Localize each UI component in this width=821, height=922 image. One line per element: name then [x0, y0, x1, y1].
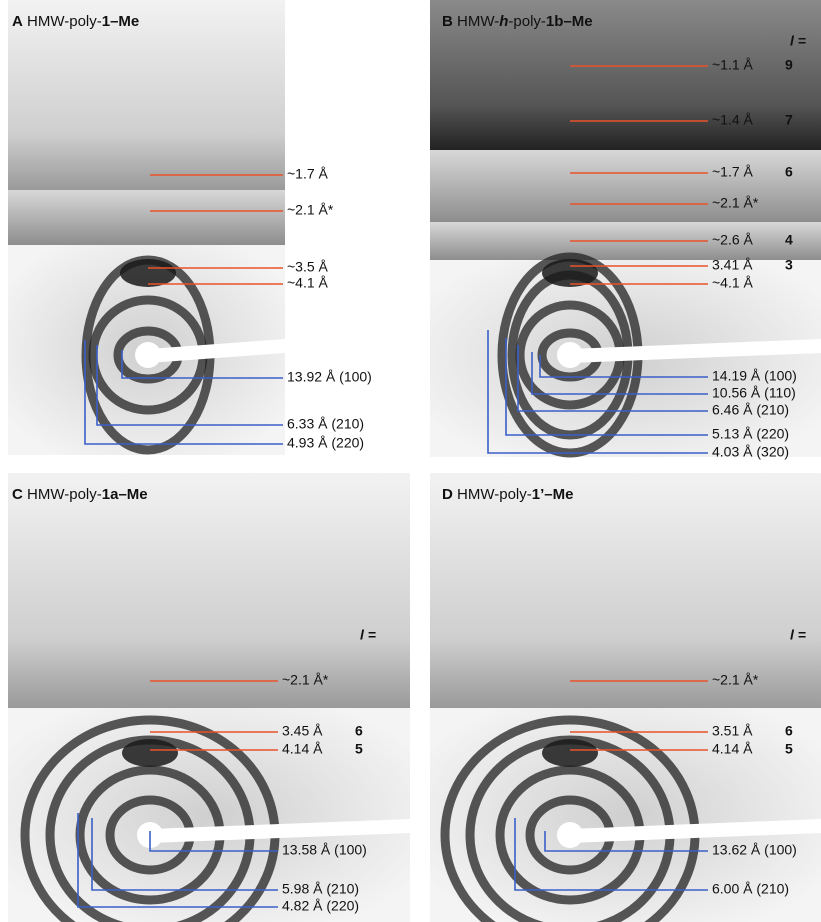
panel-letter: A	[12, 13, 23, 30]
panel: D HMW-poly-1’–Me l = ~2.1 Å* 3.51 Å 6 4.14 Å 5…	[430, 473, 821, 922]
layer-number: 4	[785, 232, 793, 248]
spacing-label: ~4.1 Å	[287, 275, 329, 291]
layer-number: 3	[785, 257, 793, 273]
beam-center	[557, 342, 583, 368]
image-band	[430, 473, 821, 708]
layer-number: 7	[785, 112, 793, 128]
title-part: HMW-poly-	[27, 13, 102, 30]
layer-number: 6	[355, 723, 363, 739]
spacing-label: 14.19 Å (100)	[712, 368, 797, 384]
spacing-label: 4.14 Å	[712, 741, 753, 757]
spacing-label: 6.46 Å (210)	[712, 402, 789, 418]
panel-title: A HMW-poly-1–Me	[12, 13, 139, 30]
meridional-arc	[542, 739, 598, 767]
spacing-label: ~1.4 Å	[712, 112, 754, 128]
image-band	[430, 150, 821, 222]
layer-number: 6	[785, 723, 793, 739]
title-part: 1’	[532, 486, 545, 503]
spacing-label: ~2.6 Å	[712, 232, 754, 248]
meridional-arc	[120, 259, 176, 287]
layer-header: l =	[790, 627, 806, 643]
spacing-label: ~2.1 Å*	[712, 195, 759, 211]
figure: A HMW-poly-1–Me~1.7 Å~2.1 Å*~3.5 Å~4.1 Å…	[0, 0, 821, 922]
spacing-label: 3.45 Å	[282, 723, 323, 739]
layer-header: l =	[360, 627, 376, 643]
spacing-label: ~3.5 Å	[287, 259, 329, 275]
image-band	[8, 190, 285, 245]
spacing-label: ~2.1 Å*	[287, 202, 334, 218]
title-part: -poly-	[508, 13, 546, 30]
spacing-label: ~2.1 Å*	[282, 672, 329, 688]
panel-title: C HMW-poly-1a–Me	[12, 486, 148, 503]
title-part: 1b	[546, 13, 564, 30]
spacing-label: 6.33 Å (210)	[287, 416, 364, 432]
title-part: 1	[102, 13, 110, 30]
panel-letter: C	[12, 486, 23, 503]
spacing-label: 3.51 Å	[712, 723, 753, 739]
layer-number: 9	[785, 57, 793, 73]
layer-number: 5	[785, 741, 793, 757]
spacing-label: 4.82 Å (220)	[282, 898, 359, 914]
spacing-label: 4.93 Å (220)	[287, 435, 364, 451]
spacing-label: 6.00 Å (210)	[712, 881, 789, 897]
title-part: HMW-poly-	[457, 486, 532, 503]
beam-center	[135, 342, 161, 368]
spacing-label: 5.98 Å (210)	[282, 881, 359, 897]
spacing-label: 13.92 Å (100)	[287, 369, 372, 385]
title-part: 1a	[102, 486, 119, 503]
layer-number: 5	[355, 741, 363, 757]
title-part: –Me	[110, 13, 139, 30]
spacing-label: 10.56 Å (110)	[712, 385, 796, 401]
panel-title: B HMW-h-poly-1b–Me	[442, 13, 593, 30]
spacing-label: 3.41 Å	[712, 257, 753, 273]
title-part: –Me	[118, 486, 147, 503]
meridional-arc	[122, 739, 178, 767]
title-part: h	[499, 13, 508, 30]
layer-header: l =	[790, 33, 806, 49]
layer-number: 6	[785, 164, 793, 180]
spacing-label: 4.14 Å	[282, 741, 323, 757]
panel: C HMW-poly-1a–Me l = ~2.1 Å* 3.45 Å 6 4.14 Å 5…	[8, 473, 410, 922]
spacing-label: ~1.7 Å	[712, 164, 754, 180]
panel-letter: D	[442, 486, 453, 503]
title-part: –Me	[563, 13, 592, 30]
meridional-arc	[542, 259, 598, 287]
spacing-label: 5.13 Å (220)	[712, 426, 789, 442]
title-part: HMW-	[457, 13, 499, 30]
spacing-label: ~1.1 Å	[712, 57, 754, 73]
panel: B HMW-h-poly-1b–Me l = ~1.1 Å 9 ~1.4 Å 7 ~1.7 …	[430, 0, 821, 460]
title-part: –Me	[544, 486, 573, 503]
title-part: HMW-poly-	[27, 486, 102, 503]
panel-letter: B	[442, 13, 453, 30]
spacing-label: 13.58 Å (100)	[282, 842, 367, 858]
image-band	[8, 473, 410, 708]
panel-title: D HMW-poly-1’–Me	[442, 486, 573, 503]
spacing-label: ~2.1 Å*	[712, 672, 759, 688]
spacing-label: 4.03 Å (320)	[712, 444, 789, 460]
spacing-label: 13.62 Å (100)	[712, 842, 797, 858]
spacing-label: ~1.7 Å	[287, 166, 329, 182]
spacing-label: ~4.1 Å	[712, 275, 754, 291]
panel: A HMW-poly-1–Me ~1.7 Å ~2.1 Å* ~3.5 Å~4.1 Å…	[8, 0, 372, 455]
beam-center	[557, 822, 583, 848]
